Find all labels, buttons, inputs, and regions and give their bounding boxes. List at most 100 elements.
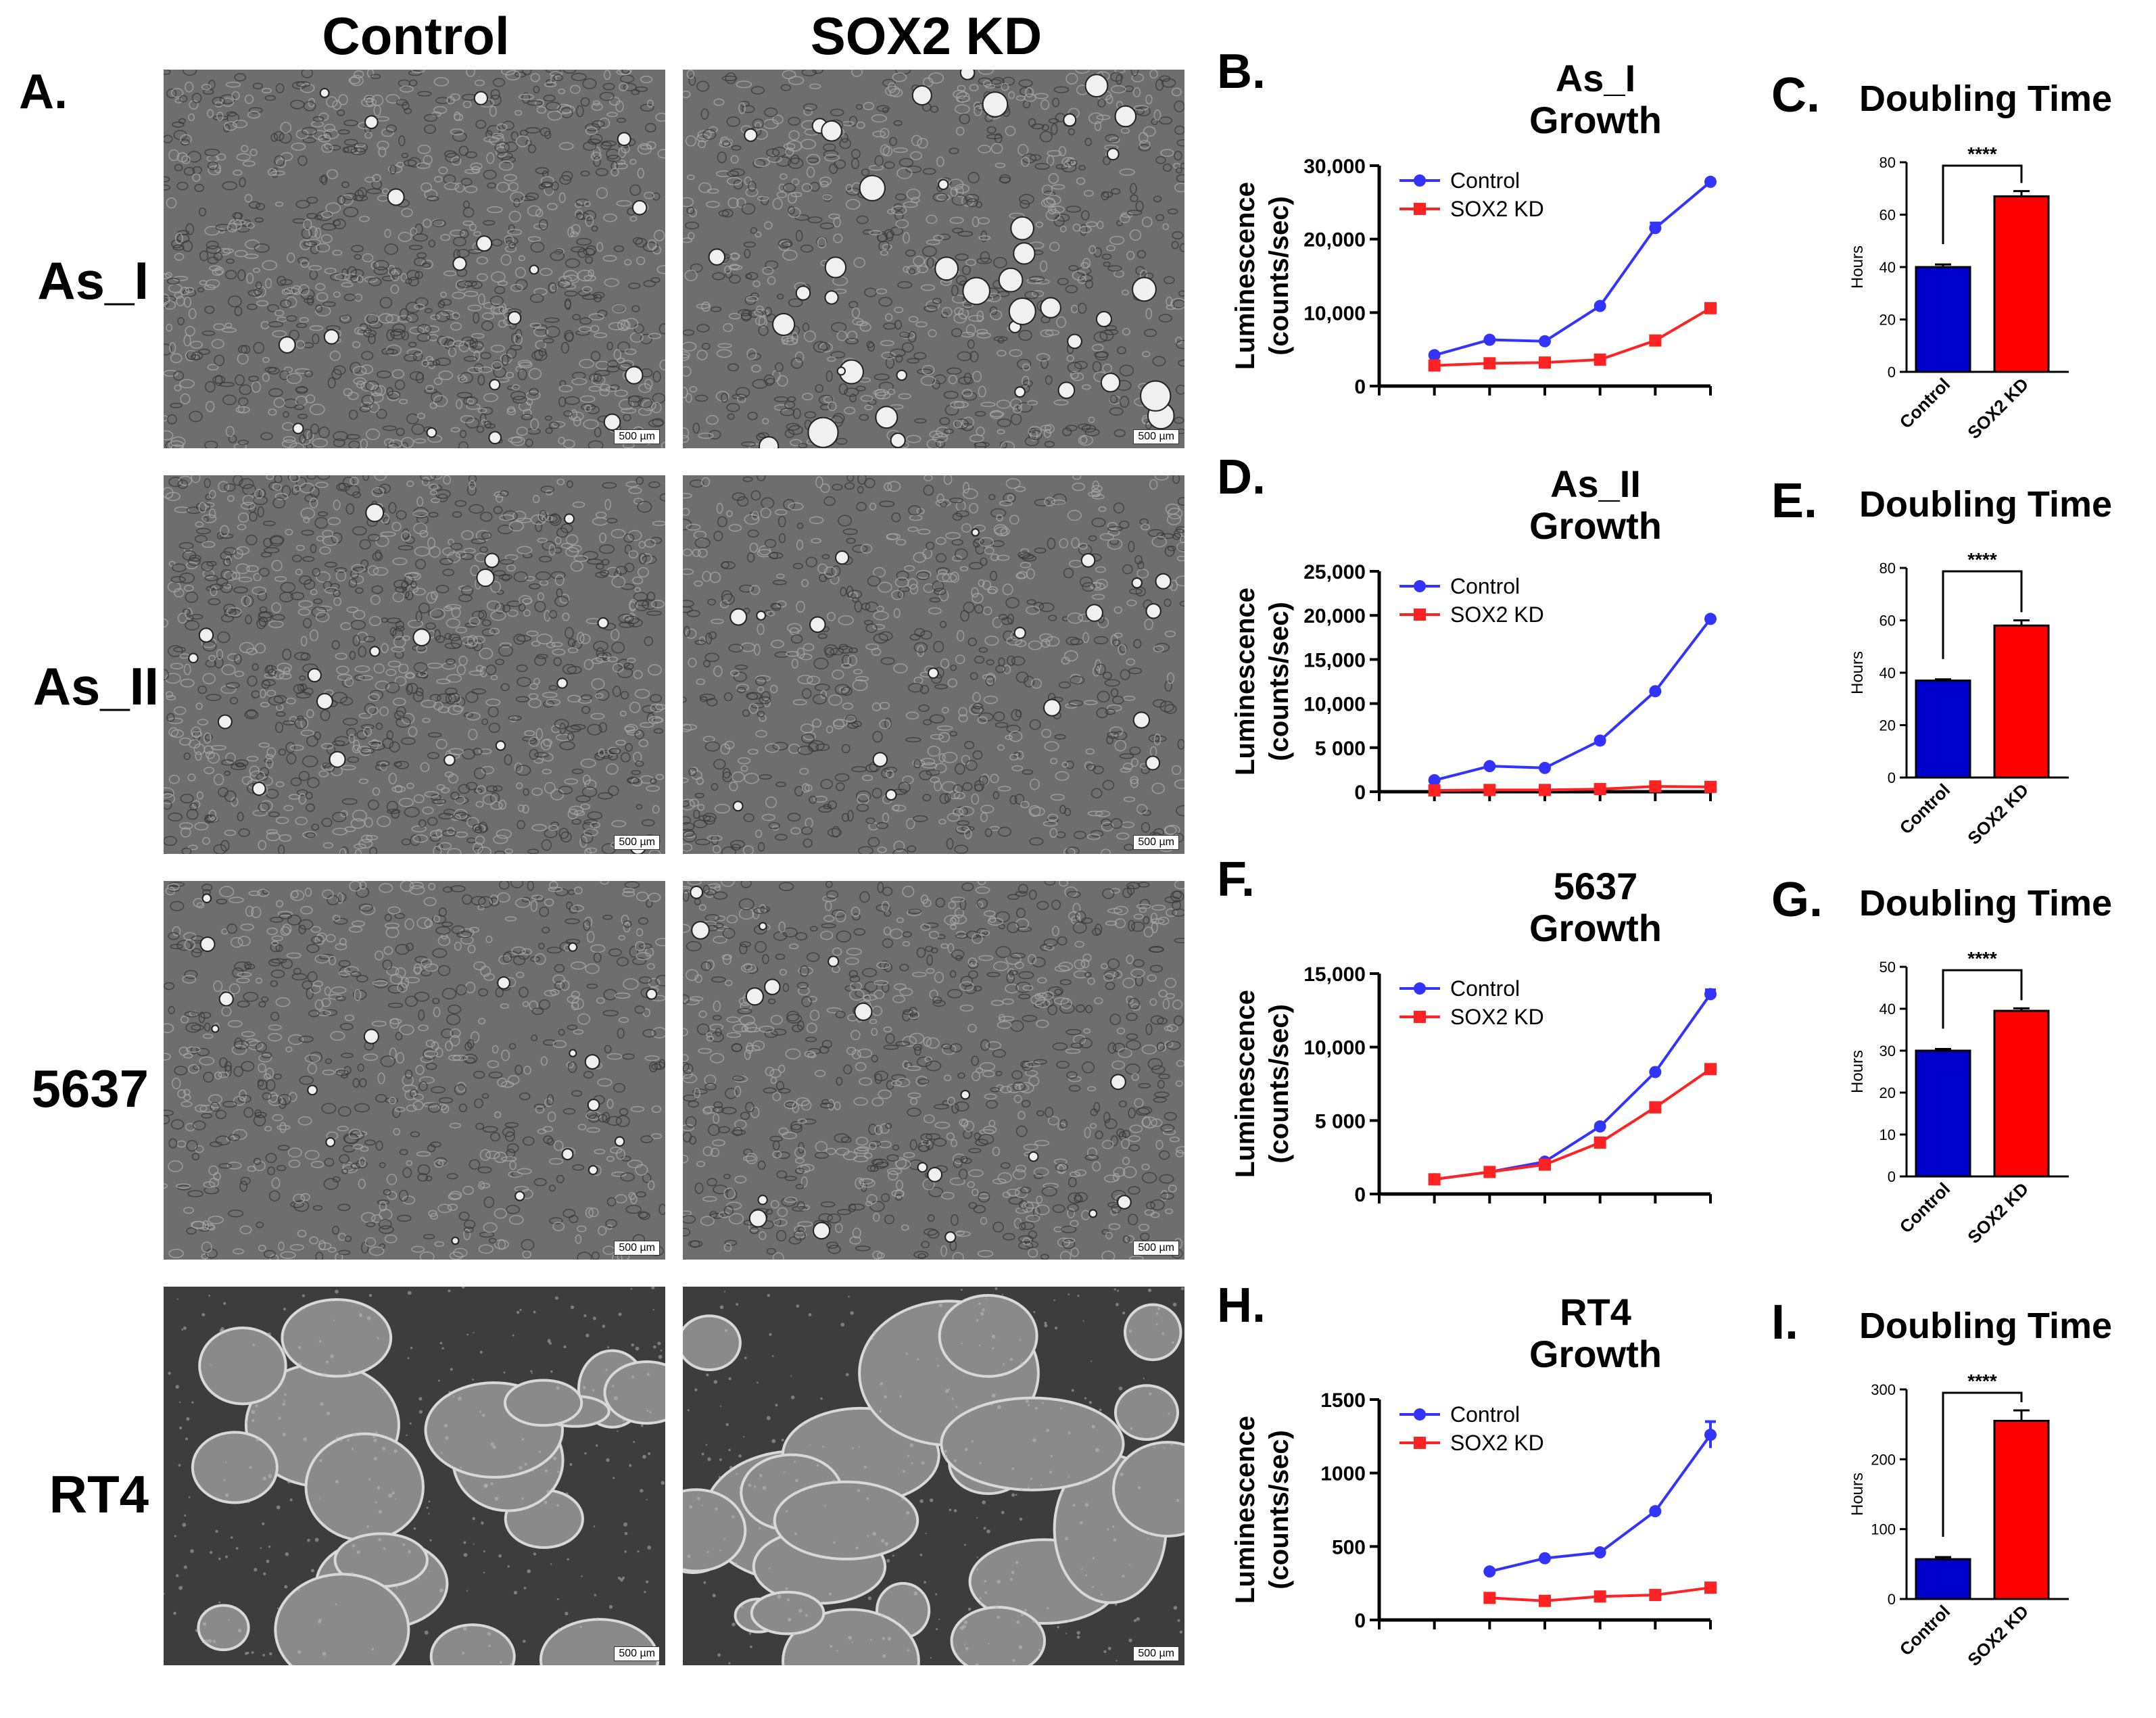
- scale-bar-label: 500 µm: [614, 429, 660, 444]
- micrograph-control-row3: 500 µm: [164, 881, 665, 1260]
- data-point-1: [1539, 1158, 1551, 1171]
- data-point-1: [1594, 1136, 1606, 1149]
- x-tick-label: 48: [1479, 1208, 1501, 1210]
- data-point-1: [1649, 780, 1662, 793]
- legend-label: Control: [1450, 168, 1520, 193]
- chart-title: As_I: [1555, 57, 1636, 99]
- scale-bar-label: 500 µm: [1133, 1241, 1179, 1256]
- x-tick-label: 96: [1589, 1208, 1611, 1210]
- legend-label: Control: [1450, 574, 1520, 598]
- data-point-1: [1428, 359, 1441, 372]
- y-tick-label: 40: [1879, 259, 1896, 276]
- y-tick-label: 0: [1354, 376, 1366, 398]
- chart-title: Growth: [1529, 907, 1662, 949]
- bar-1: [1993, 1420, 2050, 1600]
- y-tick-label: 0: [1888, 769, 1896, 786]
- chart-title: Growth: [1529, 1333, 1662, 1375]
- data-point-1: [1539, 356, 1551, 369]
- y-tick-label: 0: [1354, 1610, 1366, 1632]
- scale-bar-label: 500 µm: [614, 835, 660, 850]
- y-tick-label: 20: [1879, 312, 1896, 329]
- significance-stars: ****: [1967, 948, 1997, 969]
- y-tick-label: 30,000: [1303, 156, 1366, 178]
- x-tick-label: 72: [1533, 400, 1556, 402]
- y-tick-label: 0: [1888, 364, 1896, 381]
- y-tick-label: 60: [1879, 207, 1896, 224]
- micrograph-sox2kd-row1: 500 µm: [683, 70, 1184, 448]
- category-label: Control: [1896, 780, 1955, 838]
- y-axis-label: Hours: [1848, 1473, 1867, 1516]
- y-axis-label: Hours: [1848, 651, 1867, 694]
- panel-letter: E.: [1771, 474, 1818, 528]
- chart-title: Doubling Time: [1859, 883, 2112, 924]
- chart-title: 5637: [1553, 865, 1638, 907]
- bar-0: [1915, 1558, 1971, 1600]
- data-point-1: [1594, 353, 1606, 366]
- data-point-1: [1649, 1101, 1662, 1114]
- x-tick-label: 24: [1423, 1633, 1446, 1636]
- data-point-1: [1704, 1063, 1717, 1076]
- series-line-1: [1434, 1068, 1712, 1181]
- column-header-sox2kd: SOX2 KD: [810, 6, 1043, 66]
- data-point-0: [1704, 175, 1717, 188]
- chart-title: As_II: [1550, 462, 1641, 505]
- legend-label: SOX2 KD: [1450, 602, 1544, 627]
- data-point-0: [1704, 613, 1717, 625]
- x-tick-label: 0: [1374, 805, 1385, 808]
- data-point-0: [1428, 349, 1441, 362]
- y-tick-label: 0: [1354, 782, 1366, 804]
- y-tick-label: 40: [1879, 1001, 1896, 1018]
- chart-title: Doubling Time: [1859, 484, 2112, 525]
- row-label-as-ii: As_II: [32, 657, 159, 716]
- y-tick-label: 20,000: [1303, 605, 1366, 627]
- x-tick-label: 24: [1423, 400, 1446, 402]
- data-point-1: [1649, 1589, 1662, 1602]
- scale-bar-label: 500 µm: [1133, 429, 1179, 444]
- panel-letter: B.: [1217, 45, 1266, 99]
- y-axis-label: Hours: [1848, 1050, 1867, 1093]
- y-tick-label: 15,000: [1303, 649, 1366, 671]
- legend-marker: [1414, 1408, 1426, 1421]
- legend-marker: [1414, 1437, 1426, 1449]
- legend-marker: [1414, 982, 1426, 995]
- y-axis-label: (counts/sec): [1264, 1004, 1294, 1164]
- legend-marker: [1414, 1011, 1426, 1023]
- category-label: SOX2 KD: [1963, 374, 2032, 443]
- y-tick-label: 1500: [1320, 1389, 1366, 1412]
- panel-letter: F.: [1217, 853, 1255, 907]
- x-tick-label: 120: [1638, 400, 1672, 402]
- y-axis-label: Luminescence: [1230, 990, 1260, 1178]
- chart-title: Growth: [1529, 99, 1662, 141]
- data-point-0: [1649, 1066, 1662, 1078]
- y-tick-label: 5 000: [1315, 738, 1366, 760]
- y-tick-label: 200: [1871, 1451, 1896, 1468]
- bar-1: [1993, 624, 2050, 779]
- significance-bracket: [1942, 969, 2023, 1029]
- data-point-0: [1704, 1429, 1717, 1441]
- significance-stars: ****: [1967, 143, 1997, 164]
- panel-letter: D.: [1217, 450, 1266, 504]
- data-point-0: [1649, 685, 1662, 698]
- legend-label: Control: [1450, 1402, 1520, 1427]
- panel-letter: G.: [1771, 873, 1823, 927]
- y-tick-label: 80: [1879, 154, 1896, 171]
- y-tick-label: 10,000: [1303, 694, 1366, 716]
- panel-letter: H.: [1217, 1279, 1266, 1333]
- data-point-0: [1483, 333, 1496, 346]
- y-tick-label: 50: [1879, 959, 1896, 976]
- data-point-1: [1428, 784, 1441, 797]
- y-tick-label: 0: [1888, 1168, 1896, 1185]
- micrograph-control-row1: 500 µm: [164, 70, 665, 448]
- data-point-0: [1649, 1505, 1662, 1518]
- data-point-0: [1594, 1546, 1606, 1559]
- series-line-1: [1434, 785, 1711, 792]
- data-point-0: [1539, 761, 1551, 774]
- y-tick-label: 1000: [1320, 1463, 1366, 1485]
- legend-label: SOX2 KD: [1450, 197, 1544, 221]
- chart-title: RT4: [1560, 1291, 1631, 1333]
- data-point-1: [1704, 1581, 1717, 1594]
- data-point-1: [1483, 1166, 1496, 1178]
- scale-bar-label: 500 µm: [1133, 835, 1179, 850]
- chart-title: Doubling Time: [1859, 1306, 2112, 1346]
- series-line-0: [1434, 181, 1712, 357]
